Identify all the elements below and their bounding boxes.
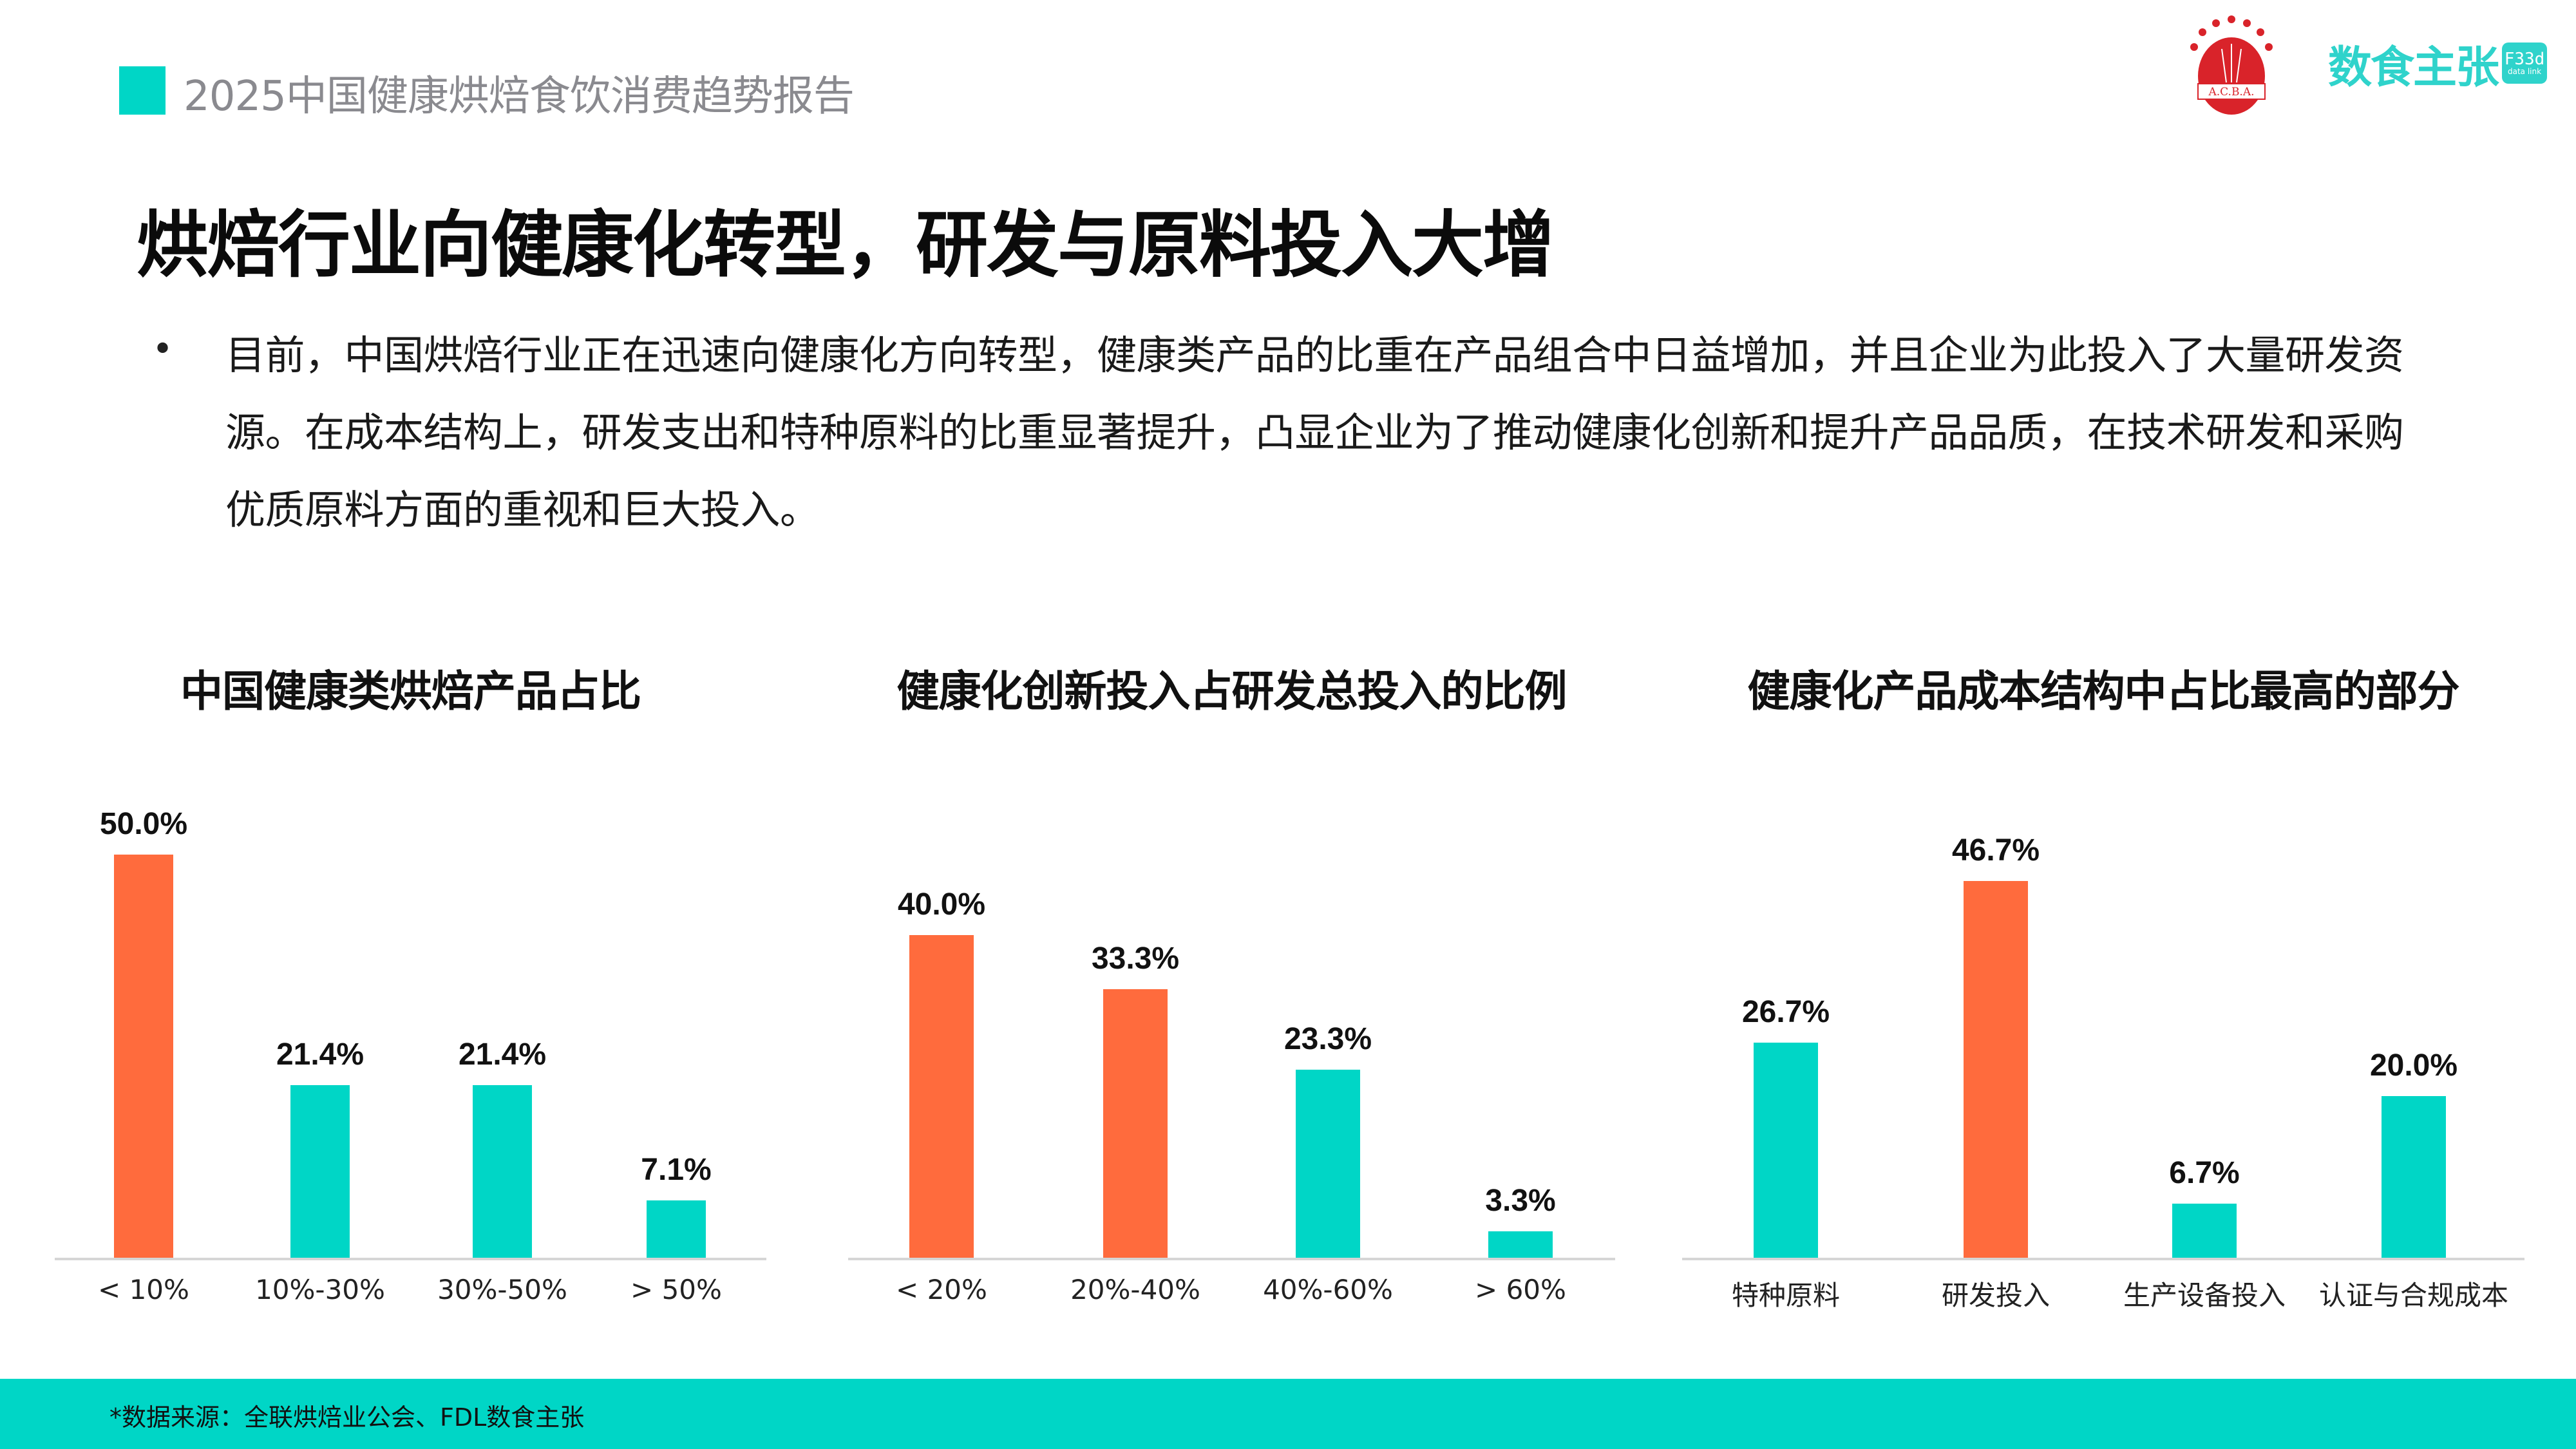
bar-value-label: 50.0% [99, 806, 188, 841]
acba-wheat-emblem-icon: A.C.B.A. [2190, 15, 2273, 115]
bar-value-label: 26.7% [1741, 994, 1830, 1029]
fdl-logo: 数食主张 F33d data link [2328, 37, 2548, 93]
bar [114, 854, 173, 1258]
bullet-icon: • [152, 328, 174, 370]
chart-title: 健康化创新投入占研发总投入的比例 [896, 667, 1567, 716]
x-axis-category-label: 特种原料 [1731, 1280, 1840, 1311]
x-axis-category-label: 生产设备投入 [2123, 1280, 2286, 1311]
data-source-note: *数据来源：全联烘焙业公会、FDL数食主张 [109, 1403, 585, 1432]
chart-healthy-product-share: 中国健康类烘焙产品占比 50.0% < 10% 21.4% 10%-30% 21.4% 3… [55, 644, 766, 1340]
bar-value-label: 20.0% [2369, 1048, 2458, 1083]
x-axis-category-label: 30%-50% [437, 1274, 567, 1305]
x-axis-line [1682, 1258, 2524, 1260]
acba-logo: A.C.B.A. [2180, 12, 2283, 121]
fdl-logo-text: 数食主张 [2328, 42, 2499, 93]
header-accent-square [119, 66, 166, 115]
fdl-badge: F33d data link [2502, 43, 2548, 84]
x-axis-category-label: 认证与合规成本 [2318, 1280, 2508, 1311]
bar [1488, 1231, 1553, 1258]
x-axis-category-label: 10%-30% [255, 1274, 385, 1305]
bar [290, 1084, 350, 1258]
slide-title: 烘焙行业向健康化转型，研发与原料投入大增 [137, 204, 1555, 287]
chart-innovation-rd-ratio: 健康化创新投入占研发总投入的比例 40.0% < 20% 33.3% 20%-40% 2… [848, 644, 1615, 1340]
bar-value-label: 23.3% [1283, 1022, 1372, 1057]
chart-title: 健康化产品成本结构中占比最高的部分 [1747, 667, 2460, 716]
bar-value-label: 46.7% [1951, 833, 2040, 867]
bar-value-label: 21.4% [458, 1037, 547, 1072]
bar-value-label: 21.4% [276, 1037, 365, 1072]
x-axis-category-label: 研发投入 [1941, 1280, 2050, 1311]
bar [909, 934, 974, 1258]
x-axis-category-label: > 50% [630, 1274, 722, 1305]
bar [1964, 881, 2028, 1258]
bar [1296, 1070, 1360, 1258]
bar [473, 1084, 532, 1258]
x-axis-category-label: 20%-40% [1070, 1274, 1200, 1305]
bar-value-label: 3.3% [1485, 1183, 1556, 1218]
x-axis-category-label: 40%-60% [1263, 1274, 1393, 1305]
bar [2382, 1096, 2446, 1258]
x-axis-category-label: < 20% [896, 1274, 987, 1305]
bar [1103, 989, 1168, 1258]
x-axis-category-label: < 10% [98, 1274, 189, 1305]
svg-text:A.C.B.A.: A.C.B.A. [2208, 86, 2254, 99]
bar-value-label: 7.1% [641, 1153, 712, 1188]
bar [2172, 1204, 2237, 1258]
bar-value-label: 40.0% [897, 887, 986, 922]
bar-value-label: 33.3% [1091, 941, 1180, 976]
bullet-text: 目前，中国烘焙行业正在迅速向健康化方向转型，健康类产品的比重在产品组合中日益增加… [225, 332, 2404, 533]
x-axis-category-label: > 60% [1475, 1274, 1566, 1305]
bar [1754, 1042, 1818, 1258]
x-axis-line [848, 1258, 1615, 1260]
bar-value-label: 6.7% [2169, 1156, 2240, 1191]
footer-band [0, 1379, 2576, 1449]
chart-title: 中国健康类烘焙产品占比 [180, 667, 641, 716]
chart-cost-structure-top: 健康化产品成本结构中占比最高的部分 26.7% 特种原料 46.7% 研发投入 6.7%… [1682, 644, 2524, 1340]
x-axis-line [55, 1258, 766, 1260]
bar [647, 1200, 706, 1258]
report-title: 2025中国健康烘焙食饮消费趋势报告 [184, 73, 855, 120]
